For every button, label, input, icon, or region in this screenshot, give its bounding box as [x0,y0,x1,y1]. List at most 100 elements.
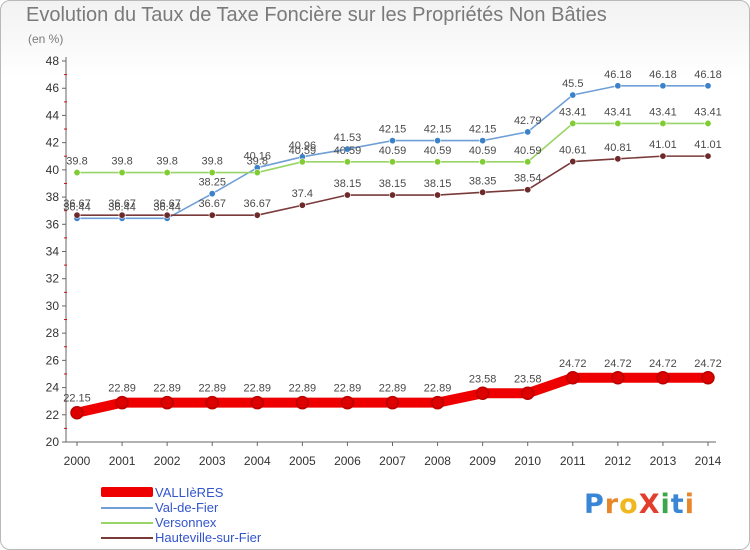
data-label: 24.72 [649,358,677,370]
y-tick-label: 38 [46,190,60,204]
data-label: 22.89 [424,383,452,395]
data-point [70,405,84,420]
data-label: 46.18 [649,69,677,81]
x-tick-label: 2011 [560,454,586,468]
data-label: 36.67 [63,198,91,210]
data-label: 42.15 [379,124,407,136]
data-label: 43.41 [649,106,677,118]
legend-swatch-val-de-fier [101,507,153,509]
x-tick-label: 2002 [154,454,181,468]
logo-letter: o [619,489,639,520]
legend-label: Hauteville-sur-Fier [155,530,262,545]
data-point [253,169,261,177]
legend-label: VALLIèRES [155,485,224,500]
x-tick-label: 2003 [199,454,226,468]
data-label: 39.8 [247,156,268,168]
x-tick-label: 2009 [469,454,496,468]
data-point [520,386,535,401]
x-tick-label: 2000 [64,454,91,468]
x-tick-label: 2014 [695,454,722,468]
data-label: 24.72 [694,358,722,370]
data-label: 41.01 [649,139,677,151]
data-point [208,190,216,198]
data-point [118,169,126,177]
y-tick-label: 44 [46,108,60,122]
data-point [388,158,396,166]
data-point [388,191,396,199]
data-point [659,152,667,160]
x-tick-label: 2008 [424,454,451,468]
data-label: 42.79 [514,115,542,127]
data-point [163,211,171,219]
y-tick-label: 40 [46,163,60,177]
data-point [614,119,622,127]
data-label: 22.89 [334,383,362,395]
data-label: 40.96 [289,140,317,152]
data-label: 38.54 [514,173,542,185]
data-label: 40.81 [604,142,632,154]
y-tick-label: 22 [46,408,60,422]
data-label: 22.89 [198,383,226,395]
data-label: 23.58 [514,373,542,385]
data-point [569,91,577,99]
data-point [340,395,355,410]
data-point [118,211,126,219]
data-point [479,158,487,166]
logo-letter: i [660,489,671,520]
data-label: 46.18 [694,69,722,81]
data-label: 36.44 [153,201,181,213]
data-point [701,371,715,385]
data-label: 39.8 [111,156,132,168]
x-tick-label: 2012 [605,454,632,468]
data-point [524,158,532,166]
data-label: 43.41 [694,106,722,118]
legend-swatch-hauteville [101,537,153,539]
data-label: 40.59 [334,145,362,157]
data-point [115,395,129,410]
data-label: 22.89 [289,383,317,395]
data-point [163,169,171,177]
data-point [569,158,577,166]
data-label: 22.89 [108,383,136,395]
data-point [434,158,442,166]
data-point [434,191,442,199]
y-tick-label: 32 [46,272,60,286]
data-point [160,395,174,410]
y-tick-label: 48 [46,54,60,68]
data-label: 37.4 [292,188,313,200]
data-point [569,119,577,127]
data-point [659,82,667,90]
data-label: 23.58 [469,373,497,385]
data-point [343,145,351,153]
x-tick-label: 2010 [514,454,541,468]
data-label: 38.35 [469,175,497,187]
x-tick-label: 2005 [289,454,316,468]
data-label: 38.25 [198,177,226,189]
y-tick-label: 26 [46,353,60,367]
proxiti-logo: ProXiti [584,489,695,520]
x-tick-label: 2006 [334,454,361,468]
data-point [208,211,216,219]
y-tick-label: 42 [46,136,60,150]
data-point [614,155,622,163]
data-label: 40.59 [424,145,452,157]
data-point [298,201,306,209]
data-label: 43.41 [559,106,587,118]
data-label: 38.15 [424,178,452,190]
y-tick-label: 28 [46,326,60,340]
data-label: 42.15 [424,124,452,136]
data-label: 39.8 [202,156,223,168]
x-tick-label: 2013 [650,454,677,468]
data-label: 40.59 [379,145,407,157]
data-label: 36.67 [153,198,181,210]
data-point [704,152,712,160]
data-label: 36.67 [108,198,136,210]
y-tick-label: 30 [46,299,60,313]
logo-letter: X [638,489,661,520]
y-tick-label: 46 [46,81,60,95]
data-label: 22.89 [153,383,181,395]
data-label: 39.8 [66,156,87,168]
line-chart: 20 22 24 26 28 30 32 34 36 38 40 42 44 46 48 2000 2001 20… [46,54,722,468]
data-label: 40.59 [514,145,542,157]
